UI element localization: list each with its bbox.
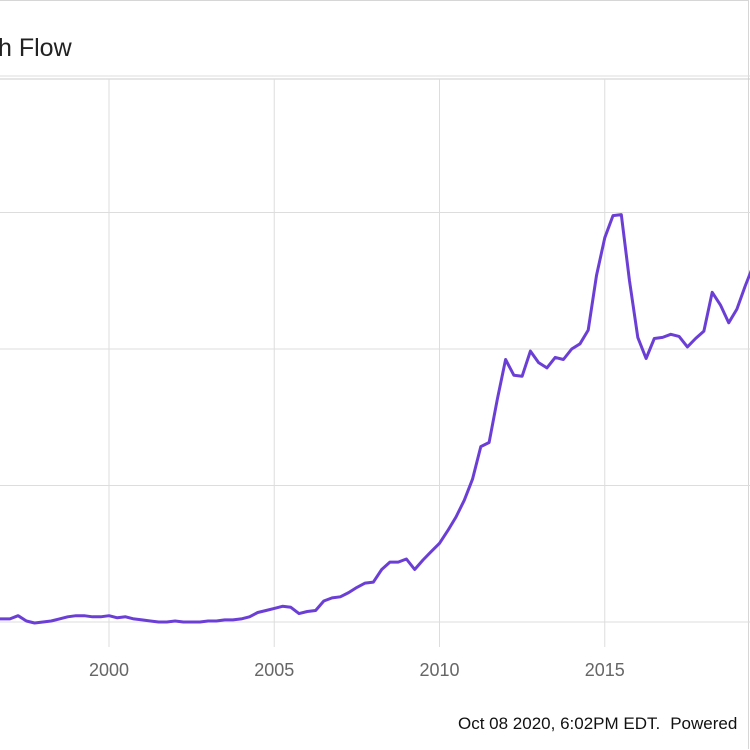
x-tick-label-2005: 2005 <box>254 660 294 680</box>
x-tick-label-2010: 2010 <box>419 660 459 680</box>
vertical-gridlines <box>108 79 606 647</box>
series-line <box>0 213 750 625</box>
footer-powered-by: Powered <box>670 714 738 733</box>
chart-footer: Oct 08 2020, 6:02PM EDT. Powered <box>458 714 737 734</box>
footer-timestamp: Oct 08 2020, 6:02PM EDT. <box>458 714 661 733</box>
chart-title: h Flow <box>0 34 72 62</box>
horizontal-gridlines <box>0 75 750 623</box>
x-axis-tick-labels: 2000 2005 2010 2015 <box>89 660 625 680</box>
x-tick-label-2015: 2015 <box>585 660 625 680</box>
x-tick-label-2000: 2000 <box>89 660 129 680</box>
